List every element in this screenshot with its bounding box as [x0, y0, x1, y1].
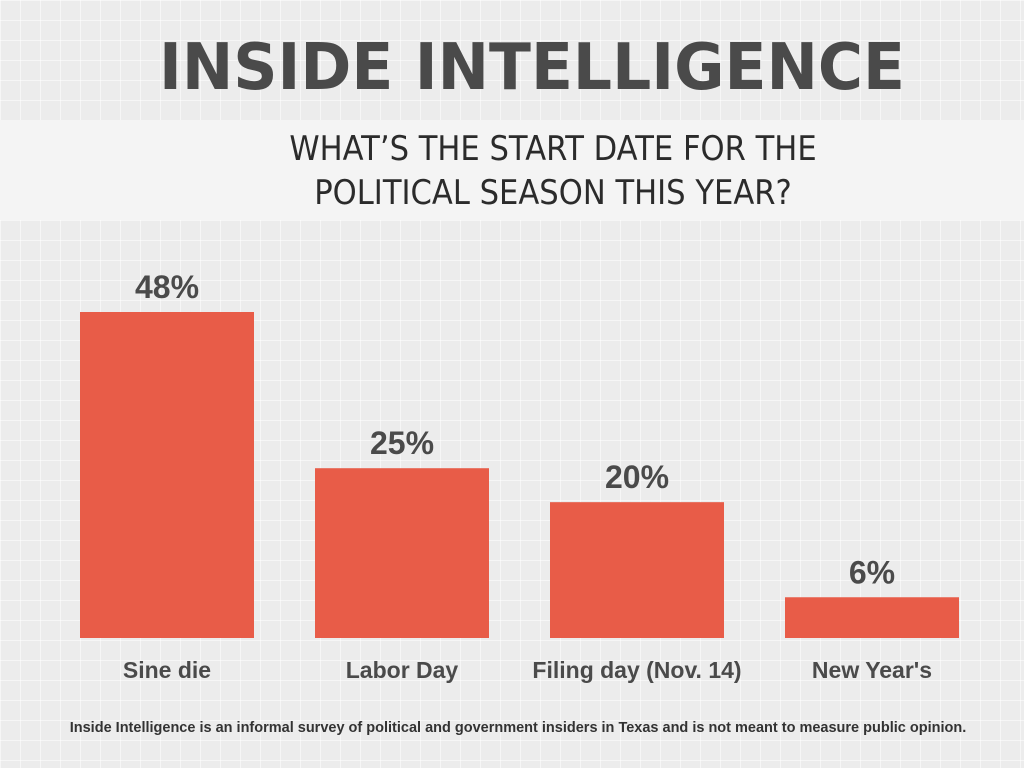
bar-1 [315, 468, 489, 638]
bar-value-label-3: 6% [849, 554, 895, 590]
bar-value-label-0: 48% [135, 269, 199, 305]
question-band [0, 120, 1024, 220]
bar-value-label-1: 25% [370, 425, 434, 461]
category-label-3: New Year's [812, 657, 932, 683]
page-title: INSIDE INTELLIGENCE [159, 31, 905, 105]
chart-question: WHAT’S THE START DATE FOR THE POLITICAL … [55, 127, 1024, 215]
survey-footnote: Inside Intelligence is an informal surve… [69, 720, 967, 736]
category-label-1: Labor Day [346, 657, 459, 683]
chart-question-line-2: POLITICAL SEASON THIS YEAR? [314, 173, 792, 213]
bar-chart: 48% Sine die 25% Labor Day 20% Filing day (No… [80, 269, 959, 683]
bar-0 [80, 312, 254, 638]
chart-question-line-1: WHAT’S THE START DATE FOR THE [289, 129, 817, 169]
category-label-0: Sine die [123, 657, 211, 683]
bar-3 [785, 597, 959, 638]
bar-value-label-2: 20% [605, 459, 669, 495]
bar-2 [550, 502, 724, 638]
category-label-2: Filing day (Nov. 14) [532, 657, 741, 683]
